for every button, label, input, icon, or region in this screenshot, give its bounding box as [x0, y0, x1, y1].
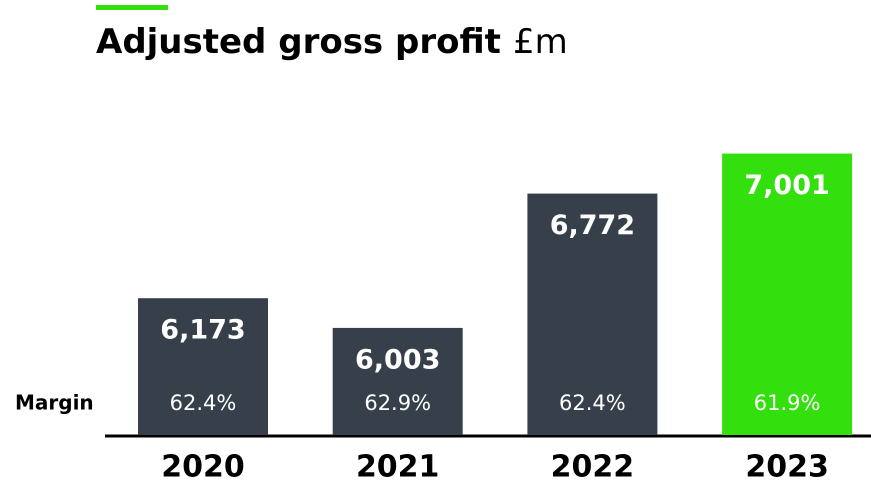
x-tick-label: 2021 [356, 450, 440, 485]
margin-label: 62.4% [559, 391, 626, 415]
value-label: 6,173 [160, 315, 245, 346]
accent-bar [96, 5, 168, 10]
margin-label: 61.9% [754, 391, 821, 415]
chart-title: Adjusted gross profit £m [96, 22, 568, 62]
title-unit: £m [513, 22, 568, 62]
bar [722, 153, 853, 436]
value-label: 6,772 [550, 210, 635, 241]
x-tick-label: 2022 [551, 450, 635, 485]
value-label: 7,001 [744, 170, 829, 201]
bar [527, 193, 658, 435]
x-tick-label: 2023 [745, 450, 829, 485]
margin-label: 62.9% [364, 391, 431, 415]
margin-label: 62.4% [170, 391, 237, 415]
value-label: 6,003 [355, 344, 440, 375]
bar [332, 327, 463, 435]
x-tick-label: 2020 [161, 450, 245, 485]
title-text: Adjusted gross profit [96, 22, 501, 62]
bar [138, 298, 268, 435]
margin-row-label: Margin [15, 391, 94, 415]
